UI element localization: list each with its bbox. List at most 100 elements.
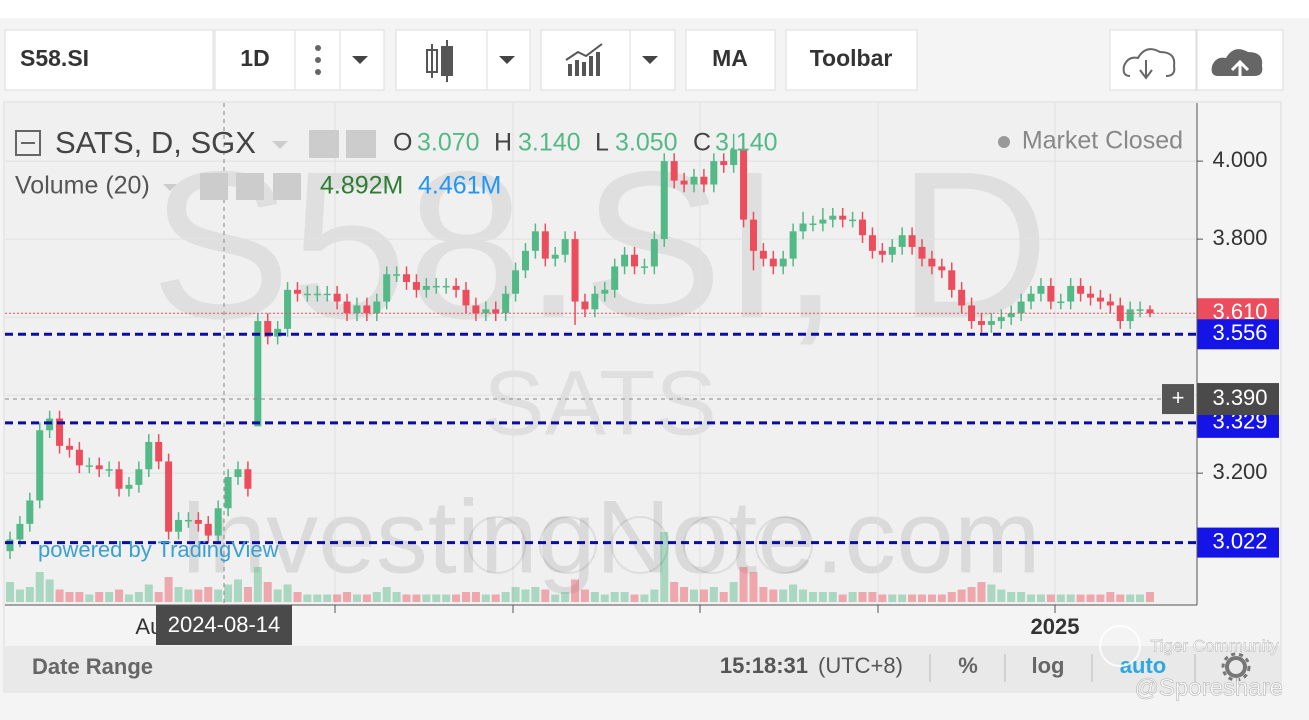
candle-body bbox=[125, 484, 133, 489]
settings-icon[interactable] bbox=[236, 173, 264, 200]
reset[interactable] bbox=[611, 516, 669, 574]
candle-body bbox=[1146, 309, 1154, 314]
volume-bar bbox=[521, 589, 530, 602]
volume-bar bbox=[422, 594, 431, 602]
indicator-button[interactable] bbox=[540, 29, 631, 91]
candle-body bbox=[749, 219, 757, 251]
candle-body bbox=[928, 258, 936, 267]
eye-icon[interactable] bbox=[309, 130, 339, 158]
settings-gear[interactable] bbox=[1221, 652, 1251, 682]
volume-bar bbox=[224, 584, 233, 602]
zoom-out[interactable] bbox=[539, 516, 597, 574]
volume-bar bbox=[818, 592, 827, 602]
volume-bar bbox=[1106, 592, 1115, 602]
name-watermark: SATS bbox=[483, 352, 716, 454]
volume-bar bbox=[6, 582, 14, 602]
candle-body bbox=[1087, 293, 1095, 298]
collapse-icon[interactable] bbox=[15, 130, 41, 156]
volume-bar bbox=[204, 587, 213, 602]
candle-body bbox=[938, 266, 946, 271]
volume-bar bbox=[561, 592, 570, 602]
candle-body bbox=[115, 469, 123, 489]
candle-body bbox=[700, 176, 708, 185]
open-label: O bbox=[393, 129, 412, 157]
y-tick-label: 3.200 bbox=[1212, 459, 1267, 484]
candle-body bbox=[789, 231, 797, 259]
scroll-right[interactable] bbox=[755, 516, 813, 574]
volume-bar bbox=[1146, 592, 1154, 602]
download-arrow bbox=[1139, 60, 1153, 80]
level-box bbox=[1197, 527, 1279, 558]
close-value: 3.140 bbox=[715, 129, 778, 157]
toolbar-button[interactable] bbox=[785, 29, 918, 91]
crosshair-plus-box bbox=[1162, 384, 1194, 415]
candle-body bbox=[264, 321, 272, 337]
volume-bar bbox=[957, 589, 966, 602]
timezone: (UTC+8) bbox=[818, 653, 903, 678]
volume-bar bbox=[55, 589, 64, 602]
candle-body bbox=[631, 254, 639, 267]
candle-body bbox=[650, 239, 658, 267]
open-value: 3.070 bbox=[417, 129, 480, 157]
percent-toggle[interactable]: % bbox=[958, 653, 978, 678]
close-label: C bbox=[693, 129, 711, 157]
volume-bar bbox=[25, 587, 34, 602]
ma-button[interactable] bbox=[685, 29, 776, 91]
volume-bar bbox=[511, 587, 520, 602]
volume-title: Volume (20) bbox=[15, 172, 150, 200]
candle-body bbox=[482, 309, 490, 314]
settings-icon[interactable] bbox=[346, 130, 376, 158]
volume-bar bbox=[174, 587, 183, 602]
volume-bar bbox=[1007, 592, 1016, 602]
symbol-box[interactable] bbox=[4, 29, 214, 91]
volume-bar bbox=[590, 592, 599, 602]
candle-body bbox=[829, 215, 837, 220]
candle-body bbox=[75, 449, 83, 466]
volume-bar bbox=[194, 589, 203, 602]
volume-bar bbox=[987, 584, 996, 602]
volume-bar bbox=[154, 592, 163, 602]
volume-bar bbox=[283, 584, 292, 602]
volume-bar bbox=[85, 594, 94, 602]
volume-bar bbox=[1017, 592, 1026, 602]
volume-bar bbox=[709, 587, 718, 602]
scroll-left[interactable] bbox=[468, 516, 526, 574]
candle-body bbox=[571, 239, 579, 302]
date-range[interactable]: Date Range bbox=[32, 654, 153, 679]
toolbar-label: Toolbar bbox=[810, 45, 893, 71]
volume-bar bbox=[75, 592, 84, 602]
volume-bar bbox=[362, 594, 371, 602]
volume-bar bbox=[501, 592, 510, 602]
candle-body bbox=[868, 235, 876, 251]
crosshair-date-label: 2024-08-14 bbox=[168, 612, 281, 637]
candle-body bbox=[95, 465, 103, 470]
candle-body bbox=[145, 441, 153, 470]
candle-body bbox=[393, 274, 401, 276]
log-toggle[interactable]: log bbox=[1032, 653, 1065, 678]
volume-bar bbox=[1046, 594, 1055, 602]
volume-bar bbox=[1116, 594, 1125, 602]
candle-body bbox=[184, 519, 192, 522]
volume-bar bbox=[937, 594, 946, 602]
zoom-in[interactable] bbox=[683, 516, 741, 574]
candle-body bbox=[541, 231, 549, 259]
dropdown-arrow bbox=[642, 56, 658, 64]
top-strip bbox=[0, 0, 1309, 18]
volume-bar bbox=[699, 589, 708, 602]
candle-body bbox=[323, 293, 331, 296]
interval-button[interactable] bbox=[214, 29, 296, 91]
volume-bar bbox=[234, 579, 242, 602]
volume-bar bbox=[293, 592, 302, 602]
eye-icon[interactable] bbox=[200, 173, 228, 200]
volume-bar bbox=[1096, 594, 1105, 602]
volume-bar bbox=[610, 592, 619, 602]
volume-bar bbox=[134, 592, 143, 602]
crosshair-price-label: 3.390 bbox=[1212, 385, 1267, 410]
volume-bar bbox=[372, 592, 381, 602]
candle-body bbox=[878, 250, 886, 255]
volume-bar bbox=[997, 589, 1006, 602]
volume-bar bbox=[918, 594, 926, 602]
load-button[interactable] bbox=[1109, 29, 1197, 91]
remove-icon[interactable] bbox=[273, 173, 301, 200]
